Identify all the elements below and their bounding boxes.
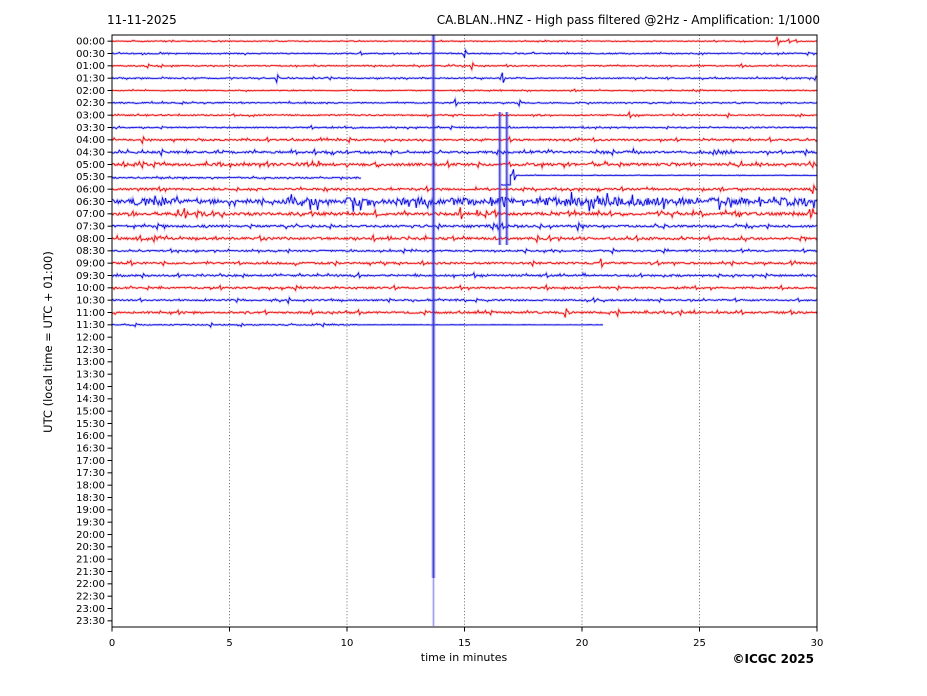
y-tick-label: 11:30: [76, 320, 105, 331]
event-overlays: [431, 35, 509, 626]
copyright: ©ICGC 2025: [732, 652, 814, 666]
trace-10:00: [111, 284, 818, 292]
x-tick-label: 30: [811, 638, 824, 649]
y-tick-label: 19:00: [76, 505, 105, 516]
x-tick-label: 20: [576, 638, 589, 649]
trace-08:00: [111, 234, 818, 244]
y-tick-label: 05:00: [76, 160, 105, 171]
trace-06:00: [111, 184, 818, 194]
y-tick-label: 07:30: [76, 222, 105, 233]
y-tick-label: 06:00: [76, 185, 105, 196]
y-tick-label: 18:00: [76, 481, 105, 492]
y-tick-label: 09:00: [76, 259, 105, 270]
y-tick-label: 23:00: [76, 604, 105, 615]
y-tick-label: 16:00: [76, 431, 105, 442]
gridlines: [229, 35, 700, 627]
x-tick-label: 5: [226, 638, 232, 649]
y-tick-label: 17:00: [76, 456, 105, 467]
y-tick-label: 15:30: [76, 419, 105, 430]
y-tick-label: 04:00: [76, 135, 105, 146]
y-tick-label: 00:30: [76, 49, 105, 60]
trace-08:30: [111, 247, 818, 255]
y-tick-label: 21:00: [76, 555, 105, 566]
y-tick-label: 12:30: [76, 345, 105, 356]
trace-halo-04:30: [111, 144, 818, 160]
y-tick-label: 09:30: [76, 271, 105, 282]
trace-00:00: [111, 36, 818, 47]
trace-01:00: [111, 61, 818, 71]
y-tick-label: 02:30: [76, 98, 105, 109]
trace-04:00: [111, 135, 818, 145]
trace-00:30: [111, 49, 818, 58]
y-tick-label: 08:30: [76, 246, 105, 257]
y-tick-label: 21:30: [76, 567, 105, 578]
trace-halo-08:00: [111, 231, 818, 246]
trace-06:30: [111, 191, 818, 212]
y-tick-label: 23:30: [76, 616, 105, 627]
trace-02:00: [111, 88, 818, 93]
y-tick-label: 13:30: [76, 370, 105, 381]
x-tick-label: 10: [341, 638, 354, 649]
y-tick-label: 05:30: [76, 172, 105, 183]
seismic-traces: [111, 36, 819, 330]
y-tick-label: 10:00: [76, 283, 105, 294]
y-tick-label: 02:00: [76, 86, 105, 97]
trace-09:00: [111, 258, 818, 269]
y-tick-label: 13:00: [76, 357, 105, 368]
y-tick-label: 18:30: [76, 493, 105, 504]
trace-04:30: [111, 147, 818, 157]
x-axis-label: time in minutes: [421, 651, 508, 664]
y-tick-label: 20:00: [76, 530, 105, 541]
trace-05:30: [111, 169, 818, 186]
trace-01:30: [111, 72, 818, 84]
y-tick-label: 01:30: [76, 74, 105, 85]
y-tick-label: 22:30: [76, 592, 105, 603]
x-axis-tick-labels: 0 5 10 15 20 25 30: [109, 638, 824, 649]
plot-title: CA.BLAN..HNZ - High pass filtered @2Hz -…: [437, 13, 820, 27]
x-tick-label: 15: [458, 638, 471, 649]
trace-10:30: [111, 296, 818, 305]
y-tick-label: 14:00: [76, 382, 105, 393]
x-tick-label: 25: [693, 638, 706, 649]
y-tick-label: 03:00: [76, 111, 105, 122]
y-tick-label: 20:30: [76, 542, 105, 553]
trace-02:30: [111, 97, 818, 107]
y-tick-label: 19:30: [76, 518, 105, 529]
x-tick-label: 0: [109, 638, 115, 649]
y-axis-ticks: [107, 40, 112, 622]
date-label: 11-11-2025: [107, 13, 177, 27]
y-tick-label: 04:30: [76, 148, 105, 159]
trace-07:00: [111, 207, 818, 220]
y-tick-label: 00:00: [76, 37, 105, 48]
y-tick-label: 11:00: [76, 308, 105, 319]
trace-03:00: [111, 111, 817, 119]
trace-09:30: [111, 271, 818, 279]
trace-07:30: [111, 221, 818, 232]
y-tick-label: 14:30: [76, 394, 105, 405]
x-axis-ticks: [111, 627, 818, 632]
y-tick-label: 03:30: [76, 123, 105, 134]
y-tick-label: 06:30: [76, 197, 105, 208]
y-tick-label: 01:00: [76, 61, 105, 72]
y-tick-label: 16:30: [76, 444, 105, 455]
trace-11:00: [111, 308, 818, 318]
y-tick-label: 15:00: [76, 407, 105, 418]
y-tick-label: 22:00: [76, 579, 105, 590]
y-tick-label: 07:00: [76, 209, 105, 220]
y-tick-label: 08:00: [76, 234, 105, 245]
trace-03:30: [111, 124, 818, 131]
trace-05:00: [111, 159, 818, 170]
y-tick-label: 10:30: [76, 296, 105, 307]
y-tick-label: 17:30: [76, 468, 105, 479]
y-tick-label: 12:00: [76, 333, 105, 344]
y-axis-label: UTC (local time = UTC + 01:00): [41, 251, 55, 433]
trace-11:30: [111, 322, 604, 328]
